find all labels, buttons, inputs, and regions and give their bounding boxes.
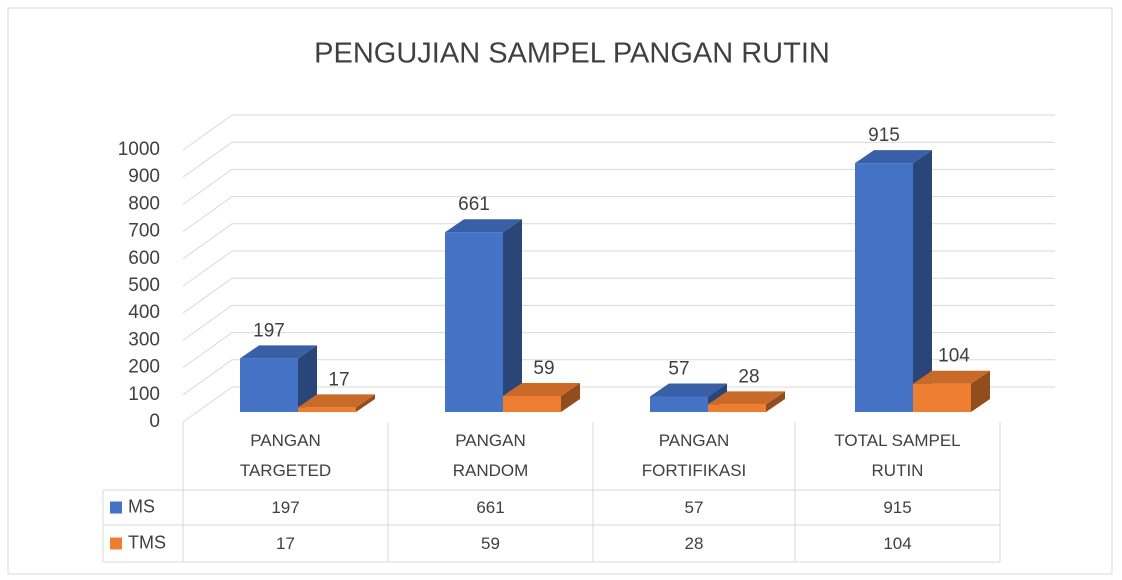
bar-top bbox=[855, 150, 932, 164]
bar-side bbox=[766, 391, 785, 412]
table-value: 28 bbox=[593, 525, 795, 562]
grid-line bbox=[182, 168, 1055, 205]
category-label-text: PANGAN TARGETED bbox=[239, 431, 332, 480]
table-value-text: 197 bbox=[271, 497, 300, 517]
category-label-text: PANGAN FORTIFIKASI bbox=[641, 431, 747, 480]
y-tick-label: 800 bbox=[128, 193, 160, 214]
y-tick-label: 300 bbox=[128, 329, 160, 350]
table-value-text: 661 bbox=[476, 497, 505, 517]
bar bbox=[708, 404, 766, 412]
y-tick-label: 400 bbox=[128, 302, 160, 323]
grid-line bbox=[182, 386, 1055, 423]
data-label: 104 bbox=[938, 346, 970, 367]
table-value-text: 915 bbox=[883, 497, 912, 517]
bar-top bbox=[445, 219, 522, 233]
bar bbox=[240, 358, 298, 412]
bar bbox=[855, 163, 913, 412]
table-value: 197 bbox=[183, 490, 388, 525]
category-label-text: PANGAN RANDOM bbox=[452, 431, 529, 480]
table-value: 59 bbox=[388, 525, 593, 562]
legend-swatch bbox=[110, 501, 122, 514]
table-value: 104 bbox=[795, 525, 1000, 562]
data-label: 661 bbox=[458, 194, 490, 215]
table-value: 915 bbox=[795, 490, 1000, 525]
grid-line bbox=[182, 114, 1055, 151]
y-tick-label: 0 bbox=[149, 411, 160, 432]
y-tick-label: 600 bbox=[128, 248, 160, 269]
legend-swatch bbox=[110, 537, 122, 550]
bar-side bbox=[913, 150, 932, 412]
table-value-text: 59 bbox=[481, 533, 500, 553]
bar bbox=[503, 395, 561, 412]
data-label: 17 bbox=[328, 369, 349, 390]
y-tick-label: 200 bbox=[128, 357, 160, 378]
grid-line bbox=[182, 141, 1055, 178]
bar-top bbox=[650, 383, 727, 397]
table-value: 17 bbox=[183, 525, 388, 562]
y-tick-label: 1000 bbox=[118, 139, 160, 160]
grid-line bbox=[182, 332, 1055, 369]
data-label: 915 bbox=[868, 125, 900, 146]
category-label: PANGAN RANDOM bbox=[388, 422, 593, 490]
y-tick-label: 500 bbox=[128, 275, 160, 296]
table-value-text: 57 bbox=[684, 497, 704, 517]
table-value: 57 bbox=[593, 490, 795, 525]
bar-top bbox=[503, 382, 580, 396]
bar bbox=[913, 383, 971, 412]
y-tick-label: 100 bbox=[128, 384, 160, 405]
bar-side bbox=[971, 370, 990, 412]
data-label: 28 bbox=[738, 366, 759, 387]
data-label: 197 bbox=[253, 320, 285, 341]
data-label: 59 bbox=[533, 358, 554, 379]
category-label: PANGAN FORTIFIKASI bbox=[593, 422, 795, 490]
grid-line bbox=[182, 196, 1055, 233]
bar-top bbox=[913, 370, 990, 384]
y-tick-label: 900 bbox=[128, 166, 160, 187]
category-label-text: TOTAL SAMPEL RUTIN bbox=[834, 431, 961, 480]
table-value-text: 28 bbox=[684, 533, 704, 553]
data-label: 57 bbox=[668, 359, 689, 380]
chart-title: PENGUJIAN SAMPEL PANGAN RUTIN bbox=[314, 38, 830, 70]
grid-line bbox=[182, 223, 1055, 260]
chart-border bbox=[7, 7, 1113, 575]
bar bbox=[650, 396, 708, 412]
bar bbox=[445, 232, 503, 412]
bar-top bbox=[240, 345, 317, 359]
grid-line bbox=[182, 250, 1055, 287]
legend-label: TMS bbox=[128, 532, 166, 552]
category-label: TOTAL SAMPEL RUTIN bbox=[795, 422, 1000, 490]
bar-side bbox=[503, 219, 522, 412]
bar-side bbox=[561, 382, 580, 412]
table-value: 661 bbox=[388, 490, 593, 525]
bar-top bbox=[708, 391, 785, 405]
grid-line bbox=[182, 304, 1055, 341]
table-value-text: 104 bbox=[883, 533, 912, 553]
bar bbox=[298, 407, 356, 412]
bar-side bbox=[298, 345, 317, 412]
category-label: PANGAN TARGETED bbox=[183, 422, 388, 490]
y-tick-label: 700 bbox=[128, 221, 160, 242]
grid-line bbox=[182, 359, 1055, 396]
table-value-text: 17 bbox=[276, 533, 295, 553]
bar-side bbox=[356, 394, 375, 412]
grid-line bbox=[182, 277, 1055, 314]
legend-label: MS bbox=[128, 496, 155, 516]
bar-top bbox=[298, 394, 375, 408]
